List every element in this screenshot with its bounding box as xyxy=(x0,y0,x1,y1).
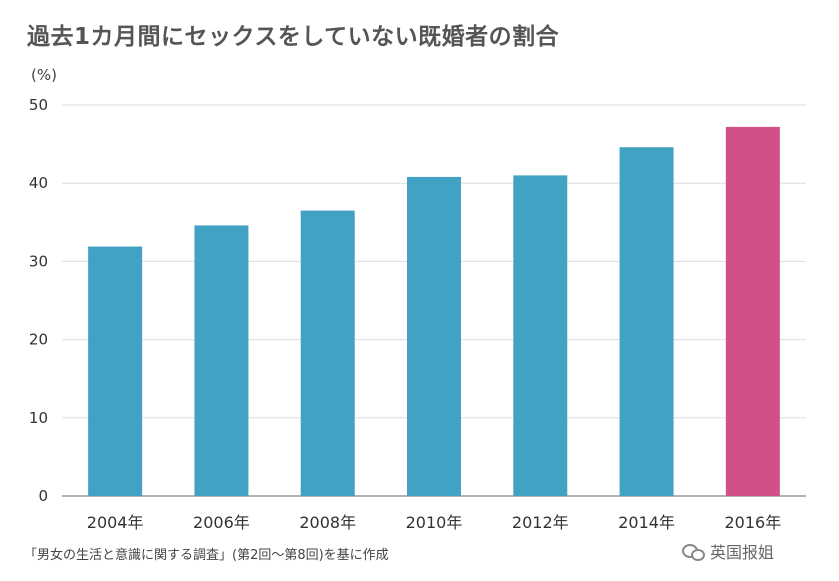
x-tick-labels: 2004年 2006年 2008年 2010年 2012年 2014年 2016年 xyxy=(87,513,781,532)
bar-2004年 xyxy=(88,246,143,496)
y-tick-label: 20 xyxy=(29,331,48,349)
y-tick-labels: 0 10 20 30 40 50 xyxy=(29,96,48,505)
y-tick-label: 30 xyxy=(29,252,48,270)
x-tick-label: 2016年 xyxy=(724,513,781,532)
y-tick-label: 10 xyxy=(29,409,48,427)
bar-2006年 xyxy=(194,225,249,497)
bar-2014年 xyxy=(619,147,674,496)
watermark-text: 英国报姐 xyxy=(710,543,775,562)
x-tick-label: 2004年 xyxy=(87,513,144,532)
bars xyxy=(88,126,780,497)
y-tick-label: 40 xyxy=(29,174,48,192)
chat-bubbles-icon xyxy=(682,542,705,561)
watermark: 英国报姐 xyxy=(682,539,774,563)
y-tick-label: 0 xyxy=(38,487,48,505)
x-tick-label: 2006年 xyxy=(193,513,250,532)
x-tick-label: 2010年 xyxy=(406,513,463,532)
y-axis-unit: (%) xyxy=(31,66,57,84)
y-tick-label: 50 xyxy=(29,96,48,114)
bar-2012年 xyxy=(513,175,568,496)
x-tick-label: 2008年 xyxy=(299,513,356,532)
x-tick-label: 2012年 xyxy=(512,513,569,532)
bar-2010年 xyxy=(407,176,461,496)
bar-2008年 xyxy=(300,210,355,496)
source-note: 「男女の生活と意識に関する調査」(第2回〜第8回)を基に作成 xyxy=(24,548,389,563)
x-tick-label: 2014年 xyxy=(618,513,675,532)
chart-title: 過去1カ月間にセックスをしていない既婚者の割合 xyxy=(27,24,560,50)
bar-2016年 xyxy=(725,126,780,496)
